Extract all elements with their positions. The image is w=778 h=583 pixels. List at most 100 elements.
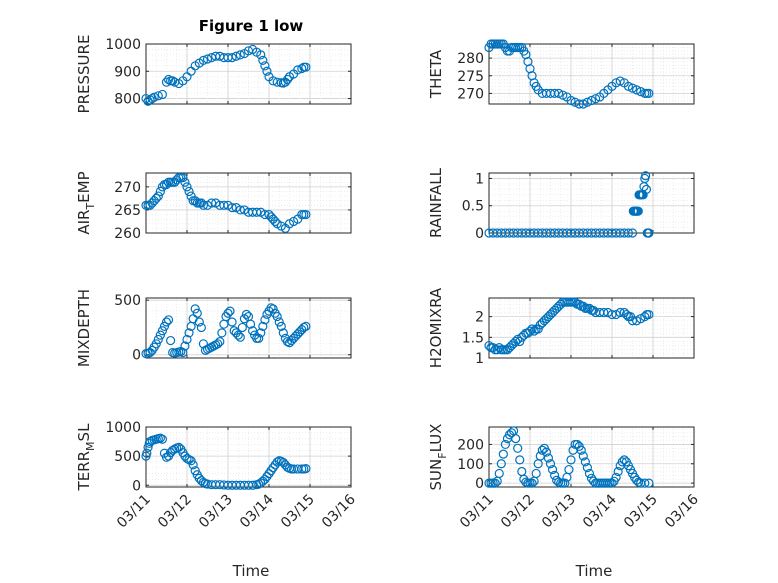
data-point [515, 455, 525, 465]
data-point [145, 436, 155, 447]
data-point [611, 472, 621, 482]
data-point [180, 177, 190, 187]
data-point [560, 478, 570, 488]
data-point [235, 332, 245, 342]
data-point [198, 200, 208, 210]
data-point [623, 81, 634, 91]
data-point [157, 326, 167, 336]
data-point [194, 317, 204, 327]
data-point [213, 339, 223, 349]
data-point [549, 470, 560, 480]
y-axis-label-subscript: T [84, 203, 97, 211]
data-point [500, 439, 510, 450]
y-axis-label: SUNFLUX [427, 424, 449, 491]
data-point [159, 321, 170, 331]
y-axis-label-base: H2OMIXRA [427, 287, 445, 368]
data-point [272, 311, 282, 322]
y-tick-label: 1.5 [462, 330, 484, 346]
minor-grid [146, 427, 351, 487]
y-tick-label: 275 [457, 69, 484, 85]
data-point [578, 99, 588, 109]
data-point [545, 459, 556, 469]
data-point [588, 305, 599, 316]
minor-grid [489, 172, 694, 233]
y-axis-label-suffix: LUX [427, 424, 445, 453]
data-point [301, 321, 311, 331]
data-point [248, 326, 258, 336]
data-point [511, 434, 521, 444]
data-point [627, 83, 638, 93]
data-point [196, 198, 206, 208]
data-point [513, 443, 523, 453]
data-point [299, 322, 309, 333]
data-point [157, 434, 167, 444]
y-axis-label: MIXDEPTH [75, 289, 93, 367]
y-axis-label: TERRMSL [75, 423, 97, 492]
y-tick-label: 500 [114, 449, 141, 465]
y-tick-label: 2 [475, 310, 484, 326]
data-point [258, 321, 268, 331]
data-point [248, 480, 258, 490]
data-point [178, 347, 188, 358]
data-point [155, 433, 165, 443]
data-point [531, 468, 541, 479]
data-point [633, 206, 643, 216]
y-axis-label-base: AIR [75, 210, 93, 235]
data-point [494, 468, 504, 479]
data-points [141, 303, 311, 359]
data-point [163, 315, 174, 325]
data-point [184, 186, 194, 197]
data-point [170, 444, 180, 454]
data-point [615, 307, 625, 318]
data-point [178, 173, 188, 183]
data-point [590, 94, 601, 104]
data-point [580, 457, 590, 467]
axes-box [488, 297, 695, 359]
data-point [182, 334, 192, 345]
data-point [615, 76, 625, 86]
subplot-1: 800 900 1000 PRESSURE [75, 35, 352, 113]
subplot-7: 0 500 1000 03/11 03/12 03/13 03/14 03/15 03/16 TE… [75, 420, 359, 531]
data-point [644, 478, 654, 488]
data-point [217, 328, 227, 338]
subplot-3: 260 265 270 AIRTEMP [75, 171, 352, 242]
data-point [496, 459, 506, 469]
y-tick-label: 0.5 [462, 199, 484, 215]
y-axis-label-suffix: EMP [75, 171, 93, 202]
data-point [149, 92, 159, 102]
data-points [484, 426, 654, 488]
data-point [527, 478, 537, 488]
y-axis-label-base: RAINFALL [427, 167, 445, 238]
x-tick-label: 03/12 [498, 492, 538, 532]
axes-box [488, 426, 695, 488]
data-point [498, 449, 508, 459]
data-point [151, 193, 161, 203]
data-point [184, 328, 194, 338]
data-point [153, 91, 163, 101]
x-tick-label: 03/13 [196, 492, 236, 532]
data-point [525, 326, 535, 336]
data-point [237, 322, 247, 333]
data-point [272, 457, 282, 467]
data-point [188, 460, 198, 470]
y-axis-label: THETA [427, 49, 445, 99]
y-axis-label: RAINFALL [427, 167, 445, 238]
data-point [262, 66, 272, 76]
data-point [644, 228, 654, 238]
y-axis-label-subscript: F [436, 452, 449, 458]
data-point [644, 309, 654, 320]
data-point [278, 328, 288, 338]
data-point [582, 463, 593, 473]
data-point [207, 198, 217, 208]
y-tick-label: 200 [457, 437, 484, 453]
y-tick-label: 900 [114, 64, 141, 80]
x-tick-label: 03/15 [278, 492, 318, 532]
y-tick-label: 280 [457, 51, 484, 67]
x-tick-label: 03/15 [621, 492, 661, 532]
data-point [163, 74, 174, 85]
data-point [644, 88, 654, 99]
data-point [235, 205, 245, 215]
x-tick-label: 03/16 [662, 491, 702, 531]
